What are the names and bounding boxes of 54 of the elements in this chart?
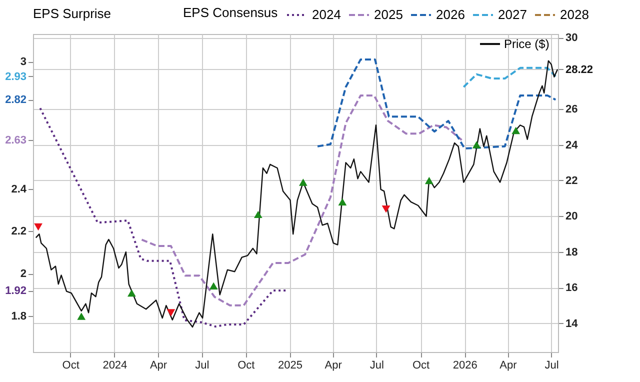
y2-tick-label: 22 — [566, 174, 578, 187]
x-tick-label: Apr — [324, 360, 342, 372]
x-tick-label: Oct — [238, 360, 255, 372]
y2-tick-label: 30 — [566, 32, 578, 44]
x-tick-label: Oct — [412, 360, 430, 372]
legend-label: 2027 — [498, 7, 527, 22]
x-tick-label: Jul — [195, 360, 210, 372]
y2-tick-label: 20 — [566, 210, 578, 223]
x-tick-label: 2025 — [278, 360, 302, 372]
text: EPS Surprise — [33, 6, 112, 21]
y2-tick-label: 16 — [566, 282, 578, 294]
point — [209, 282, 218, 290]
y2-tick-label: 24 — [566, 139, 579, 152]
point — [166, 309, 176, 316]
legend-label: 2026 — [436, 7, 465, 22]
point — [254, 210, 262, 218]
y-tick-label: 2 — [20, 268, 26, 280]
y2-tick-label: 14 — [566, 318, 579, 330]
point — [77, 312, 86, 320]
x-tick-label: 2026 — [452, 360, 478, 372]
point — [382, 205, 390, 213]
x-tick-label: 2024 — [102, 360, 128, 372]
y-tick-label: 3 — [20, 56, 26, 68]
line-series — [140, 94, 463, 306]
line-series — [462, 66, 557, 88]
y-tick-label: 2.2 — [11, 226, 26, 238]
y2-tick-label: 28.22 — [566, 64, 594, 76]
point — [127, 289, 136, 297]
y-tick-label: 2.82 — [5, 94, 26, 106]
y-tick-label: 2.4 — [11, 183, 28, 196]
line-series — [316, 58, 557, 150]
x-tick-label: Apr — [500, 360, 518, 372]
legend-label: 2028 — [560, 7, 589, 22]
legend-label: 2025 — [374, 7, 403, 22]
line-series — [35, 60, 558, 328]
legend-label: 2024 — [312, 7, 341, 22]
x-tick-label: Jul — [544, 360, 559, 372]
y2-tick-label: 18 — [566, 246, 578, 258]
x-tick-label: Apr — [150, 360, 168, 372]
y-tick-label: 2.63 — [5, 134, 26, 146]
point — [298, 178, 308, 186]
legend-title: EPS Consensus — [183, 5, 278, 20]
y-tick-label: 1.92 — [5, 285, 26, 298]
point — [512, 126, 520, 134]
point — [34, 223, 42, 231]
point — [472, 141, 481, 148]
point — [424, 176, 434, 184]
legend-label: Price ($) — [504, 37, 550, 51]
point — [338, 198, 347, 206]
y-tick-label: 2.93 — [5, 70, 26, 83]
y-tick-label: 1.8 — [11, 310, 26, 322]
x-tick-label: Jul — [370, 360, 384, 372]
x-tick-label: Oct — [62, 360, 80, 372]
y2-tick-label: 26 — [566, 104, 578, 116]
